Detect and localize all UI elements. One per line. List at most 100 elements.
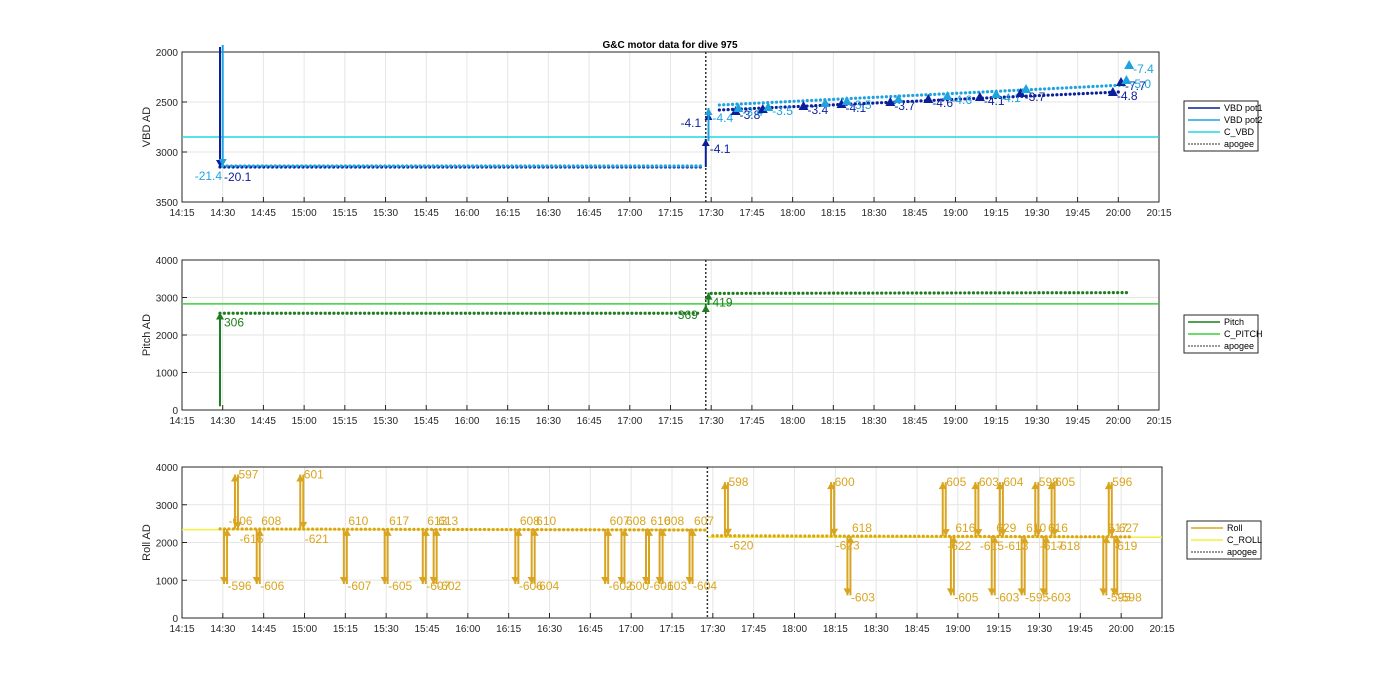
data-point bbox=[433, 311, 437, 315]
data-point bbox=[1043, 87, 1047, 91]
data-point bbox=[796, 99, 801, 103]
data-point bbox=[862, 291, 866, 295]
roll-label: -604 bbox=[693, 579, 717, 593]
data-point bbox=[928, 291, 932, 295]
data-point bbox=[1094, 291, 1098, 295]
data-point bbox=[971, 291, 976, 295]
legend-entry: apogee bbox=[1227, 547, 1257, 557]
x-tick-label: 17:15 bbox=[658, 208, 683, 219]
data-point bbox=[568, 311, 573, 315]
data-point bbox=[231, 311, 235, 315]
data-point bbox=[967, 97, 971, 101]
marker-triangle bbox=[841, 96, 852, 105]
data-point bbox=[1002, 291, 1006, 295]
data-point bbox=[431, 164, 435, 168]
data-point bbox=[1006, 291, 1011, 295]
data-point bbox=[722, 291, 726, 295]
x-tick-label: 20:15 bbox=[1149, 624, 1174, 635]
data-point bbox=[299, 164, 304, 168]
data-point bbox=[1059, 92, 1063, 97]
y-tick-label: 3000 bbox=[156, 501, 179, 512]
data-point bbox=[235, 311, 240, 315]
data-point bbox=[722, 108, 726, 112]
roll-back-label: 607 bbox=[694, 514, 714, 528]
data-point bbox=[825, 534, 829, 538]
data-point bbox=[504, 527, 509, 532]
data-point bbox=[873, 534, 877, 538]
data-point bbox=[1012, 88, 1016, 93]
data-point bbox=[1089, 291, 1094, 295]
data-point bbox=[836, 291, 840, 295]
roll-back-label: 608 bbox=[520, 514, 540, 528]
x-tick-label: 18:45 bbox=[904, 624, 929, 635]
data-point bbox=[919, 93, 924, 97]
data-point bbox=[475, 164, 479, 168]
data-point bbox=[1092, 535, 1096, 539]
data-point bbox=[1099, 91, 1103, 95]
data-point bbox=[1050, 93, 1055, 97]
marker-label: -4.6 bbox=[951, 93, 972, 107]
data-point bbox=[1078, 85, 1082, 89]
data-point bbox=[1038, 87, 1042, 91]
marker-label: -5.0 bbox=[1130, 77, 1151, 91]
data-point bbox=[762, 291, 766, 295]
data-point bbox=[592, 528, 597, 532]
data-point bbox=[1097, 535, 1101, 539]
data-point bbox=[814, 98, 818, 102]
data-point bbox=[654, 528, 658, 532]
data-point bbox=[282, 164, 286, 168]
data-point bbox=[376, 311, 380, 315]
data-point bbox=[696, 311, 700, 315]
roll-back-head bbox=[530, 528, 539, 536]
data-point bbox=[339, 164, 343, 168]
data-point bbox=[411, 311, 415, 315]
data-point bbox=[608, 311, 612, 315]
data-point bbox=[880, 291, 884, 295]
data-point bbox=[1102, 291, 1107, 295]
pump-event-label: 306 bbox=[224, 316, 244, 330]
data-point bbox=[1116, 90, 1120, 94]
data-point bbox=[529, 311, 533, 315]
data-point bbox=[1116, 291, 1120, 295]
data-point bbox=[794, 534, 798, 538]
data-point bbox=[548, 528, 553, 532]
data-point bbox=[621, 311, 625, 315]
data-point bbox=[270, 311, 275, 315]
data-point bbox=[441, 311, 446, 315]
data-point bbox=[703, 528, 707, 532]
data-point bbox=[842, 534, 846, 538]
data-point bbox=[350, 527, 354, 531]
data-point bbox=[370, 164, 374, 168]
y-tick-label: 0 bbox=[172, 614, 178, 625]
marker-triangle bbox=[1021, 84, 1032, 93]
data-point bbox=[827, 97, 831, 102]
data-point bbox=[998, 291, 1002, 295]
data-point bbox=[956, 534, 960, 538]
data-point bbox=[807, 534, 811, 538]
data-point bbox=[323, 311, 327, 315]
data-point bbox=[632, 528, 636, 532]
pump-event-label: 419 bbox=[712, 296, 732, 310]
data-point bbox=[520, 311, 524, 315]
data-point bbox=[1090, 91, 1094, 95]
data-point bbox=[919, 291, 923, 295]
data-point bbox=[1024, 291, 1028, 295]
data-point bbox=[1002, 95, 1006, 99]
roll-back-head bbox=[990, 536, 999, 544]
data-point bbox=[409, 164, 413, 168]
data-point bbox=[698, 528, 702, 532]
data-point bbox=[630, 311, 634, 315]
data-point bbox=[284, 311, 288, 315]
legend-entry: Pitch bbox=[1224, 317, 1244, 327]
data-point bbox=[999, 89, 1003, 93]
data-point bbox=[251, 164, 255, 168]
x-tick-label: 14:15 bbox=[169, 624, 194, 635]
marker-label: -4.1 bbox=[1000, 91, 1021, 105]
data-point bbox=[904, 534, 908, 538]
data-point bbox=[333, 527, 337, 531]
data-point bbox=[932, 98, 936, 102]
data-point bbox=[284, 527, 288, 531]
data-point bbox=[713, 291, 718, 295]
data-point bbox=[615, 164, 619, 168]
